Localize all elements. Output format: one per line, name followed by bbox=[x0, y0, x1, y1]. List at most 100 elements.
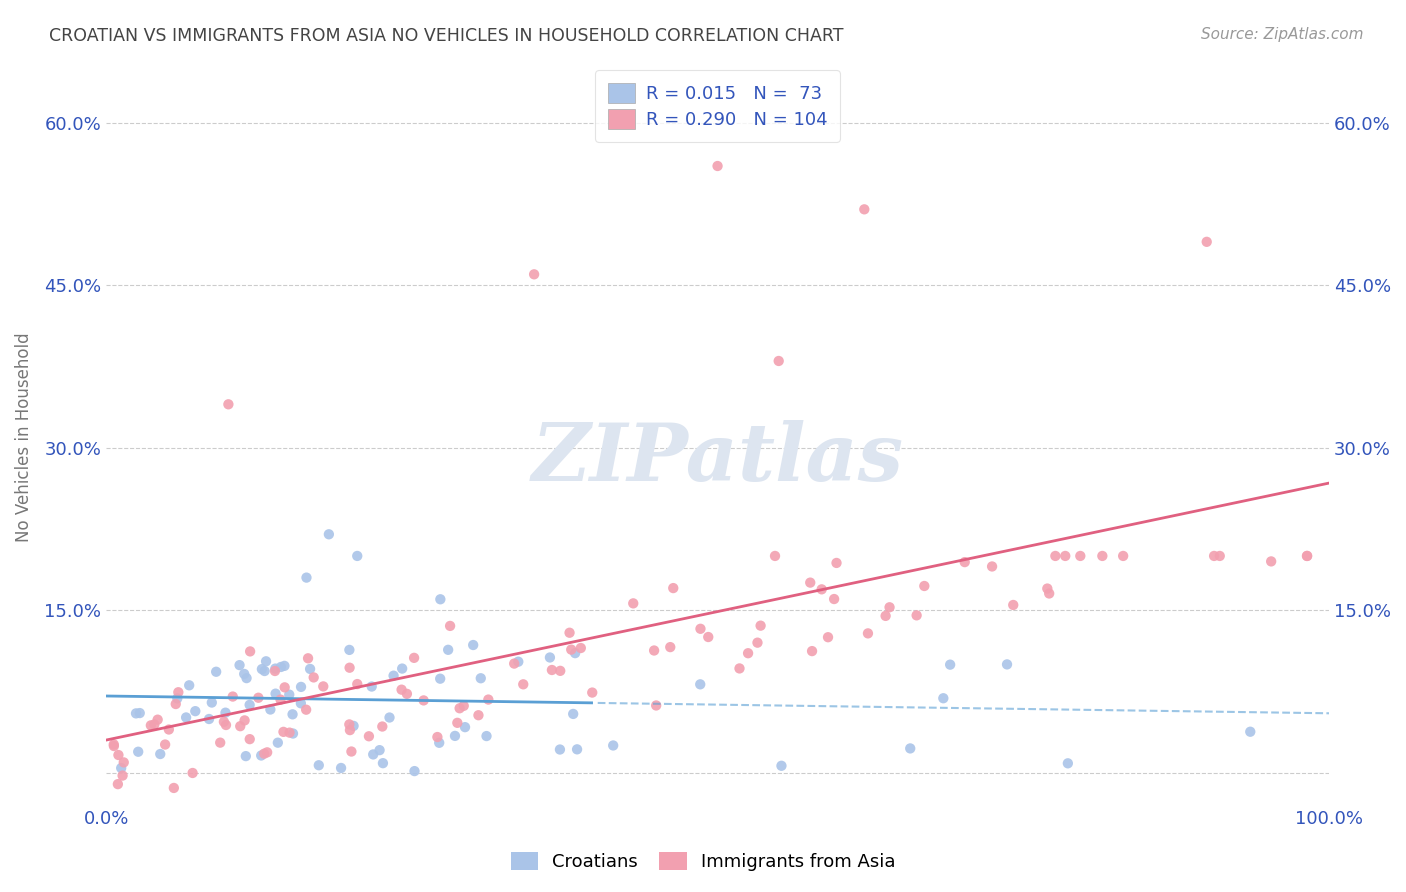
Point bbox=[167, 685, 190, 699]
Point bbox=[239, 644, 262, 658]
Point bbox=[281, 707, 304, 722]
Point bbox=[662, 581, 685, 595]
Point bbox=[912, 579, 935, 593]
Point bbox=[879, 600, 901, 615]
Point bbox=[503, 657, 526, 671]
Point bbox=[253, 664, 276, 678]
Point bbox=[689, 622, 711, 636]
Point bbox=[453, 698, 475, 713]
Point bbox=[1038, 586, 1060, 600]
Point bbox=[368, 743, 391, 757]
Point bbox=[295, 703, 318, 717]
Point bbox=[201, 696, 224, 710]
Point bbox=[853, 202, 876, 217]
Point bbox=[112, 756, 135, 770]
Point bbox=[1056, 756, 1078, 771]
Point bbox=[444, 729, 467, 743]
Point bbox=[391, 682, 413, 697]
Point bbox=[643, 643, 665, 657]
Point bbox=[165, 697, 187, 711]
Point bbox=[412, 693, 434, 707]
Point bbox=[564, 646, 586, 660]
Text: ZIPatlas: ZIPatlas bbox=[531, 420, 904, 498]
Point bbox=[1239, 724, 1261, 739]
Point bbox=[290, 696, 312, 710]
Point bbox=[378, 710, 401, 724]
Legend: R = 0.015   N =  73, R = 0.290   N = 104: R = 0.015 N = 73, R = 0.290 N = 104 bbox=[595, 70, 839, 142]
Point bbox=[253, 747, 276, 761]
Point bbox=[103, 739, 125, 753]
Point bbox=[267, 736, 290, 750]
Point bbox=[475, 729, 498, 743]
Point bbox=[342, 719, 364, 733]
Point bbox=[382, 669, 405, 683]
Point bbox=[229, 719, 252, 733]
Point bbox=[107, 747, 129, 762]
Point bbox=[233, 714, 256, 728]
Point bbox=[184, 704, 207, 718]
Point bbox=[439, 619, 461, 633]
Point bbox=[254, 654, 277, 668]
Point bbox=[205, 665, 228, 679]
Point bbox=[107, 777, 129, 791]
Point bbox=[235, 749, 257, 764]
Point bbox=[357, 729, 380, 743]
Text: Source: ZipAtlas.com: Source: ZipAtlas.com bbox=[1201, 27, 1364, 42]
Point bbox=[273, 658, 295, 673]
Point bbox=[233, 667, 256, 681]
Point bbox=[270, 660, 292, 674]
Point bbox=[768, 354, 790, 368]
Point bbox=[541, 663, 564, 677]
Legend: Croatians, Immigrants from Asia: Croatians, Immigrants from Asia bbox=[503, 845, 903, 879]
Point bbox=[558, 625, 581, 640]
Point bbox=[1260, 554, 1282, 568]
Point bbox=[1069, 549, 1091, 563]
Point bbox=[1296, 549, 1319, 563]
Point bbox=[749, 618, 772, 632]
Point bbox=[548, 664, 571, 678]
Point bbox=[548, 742, 571, 756]
Point bbox=[429, 672, 451, 686]
Point bbox=[508, 655, 530, 669]
Point bbox=[139, 718, 162, 732]
Point bbox=[470, 671, 492, 685]
Point bbox=[953, 555, 976, 569]
Point bbox=[299, 662, 322, 676]
Point bbox=[346, 549, 368, 563]
Point bbox=[339, 723, 361, 738]
Point bbox=[361, 747, 384, 762]
Point bbox=[621, 596, 644, 610]
Point bbox=[166, 691, 188, 706]
Point bbox=[477, 692, 499, 706]
Point bbox=[295, 571, 318, 585]
Point bbox=[297, 651, 319, 665]
Point bbox=[426, 730, 449, 744]
Point bbox=[174, 710, 197, 724]
Point bbox=[209, 736, 232, 750]
Point bbox=[259, 702, 281, 716]
Point bbox=[308, 758, 330, 772]
Point bbox=[1195, 235, 1218, 249]
Point bbox=[763, 549, 786, 563]
Point bbox=[250, 748, 273, 763]
Point bbox=[217, 397, 239, 411]
Point bbox=[125, 706, 148, 721]
Point bbox=[181, 766, 204, 780]
Point bbox=[898, 741, 921, 756]
Point bbox=[340, 745, 363, 759]
Point bbox=[905, 608, 928, 623]
Point bbox=[747, 635, 769, 649]
Point bbox=[1036, 582, 1059, 596]
Point bbox=[467, 708, 489, 723]
Point bbox=[278, 725, 301, 739]
Point bbox=[239, 732, 262, 747]
Point bbox=[222, 690, 245, 704]
Y-axis label: No Vehicles in Household: No Vehicles in Household bbox=[15, 332, 32, 541]
Point bbox=[446, 715, 468, 730]
Point bbox=[404, 764, 426, 778]
Point bbox=[932, 691, 955, 706]
Point bbox=[825, 556, 848, 570]
Point bbox=[737, 646, 759, 660]
Point bbox=[128, 706, 150, 720]
Point bbox=[163, 780, 186, 795]
